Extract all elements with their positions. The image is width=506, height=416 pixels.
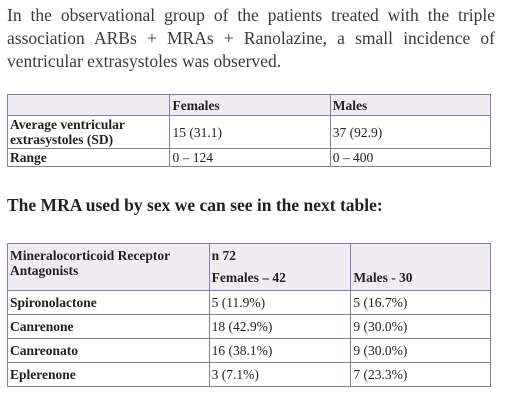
- header-cell-empty: [6, 94, 171, 116]
- females-value: 18 (42.9%): [208, 314, 352, 339]
- drug-name: Eplerenone: [7, 362, 210, 387]
- table-row: Eplerenone 3 (7.1%) 7 (23.3%): [7, 362, 491, 387]
- extrasystoles-table: Females Males Average ventricular extras…: [6, 94, 492, 167]
- row-label: Range: [6, 148, 171, 167]
- males-value: 37 (92.9): [329, 115, 492, 149]
- males-header: Males - 30: [353, 270, 413, 285]
- intro-paragraph: In the observational group of the patien…: [7, 4, 495, 73]
- table-row: Average ventricular extrasystoles (SD) 1…: [6, 115, 492, 149]
- males-value: 5 (16.7%): [350, 290, 491, 315]
- males-value: 9 (30.0%): [350, 314, 491, 339]
- header-cell-males: Males - 30: [350, 243, 491, 291]
- header-cell-females: Females: [169, 94, 331, 116]
- table-row: Range 0 – 124 0 – 400: [6, 148, 492, 167]
- females-header: Females – 42: [211, 270, 286, 285]
- drug-name: Canrenone: [7, 314, 210, 339]
- females-value: 15 (31.1): [169, 115, 331, 149]
- intro-line-2: association ARBs + MRAs + Ranolazine, a …: [7, 28, 495, 48]
- section-heading: The MRA used by sex we can see in the ne…: [7, 195, 383, 215]
- males-value: 9 (30.0%): [350, 338, 491, 363]
- row-label: Average ventricular extrasystoles (SD): [6, 115, 171, 149]
- females-value: 3 (7.1%): [208, 362, 352, 387]
- header-cell-males: Males: [329, 94, 492, 116]
- table-row: Spironolactone 5 (11.9%) 5 (16.7%): [7, 290, 491, 315]
- table-header-row: Females Males: [6, 94, 492, 116]
- intro-line-3: ventricular extrasystoles was observed.: [7, 51, 282, 71]
- drug-name: Canreonato: [7, 338, 210, 363]
- table-row: Canreonato 16 (38.1%) 9 (30.0%): [7, 338, 491, 363]
- females-value: 16 (38.1%): [208, 338, 352, 363]
- intro-line-1: In the observational group of the patien…: [7, 5, 495, 25]
- mra-by-sex-table: Mineralocorticoid Receptor Antagonists n…: [7, 243, 491, 387]
- n-total: n 72: [211, 248, 237, 263]
- table-row: Canrenone 18 (42.9%) 9 (30.0%): [7, 314, 491, 339]
- drug-name: Spironolactone: [7, 290, 210, 315]
- header-cell-females: n 72 Females – 42: [208, 243, 352, 291]
- males-value: 7 (23.3%): [350, 362, 491, 387]
- females-value: 5 (11.9%): [208, 290, 352, 315]
- table-header-row: Mineralocorticoid Receptor Antagonists n…: [7, 243, 491, 291]
- males-value: 0 – 400: [329, 148, 492, 167]
- females-value: 0 – 124: [169, 148, 331, 167]
- header-cell-mra: Mineralocorticoid Receptor Antagonists: [7, 243, 210, 291]
